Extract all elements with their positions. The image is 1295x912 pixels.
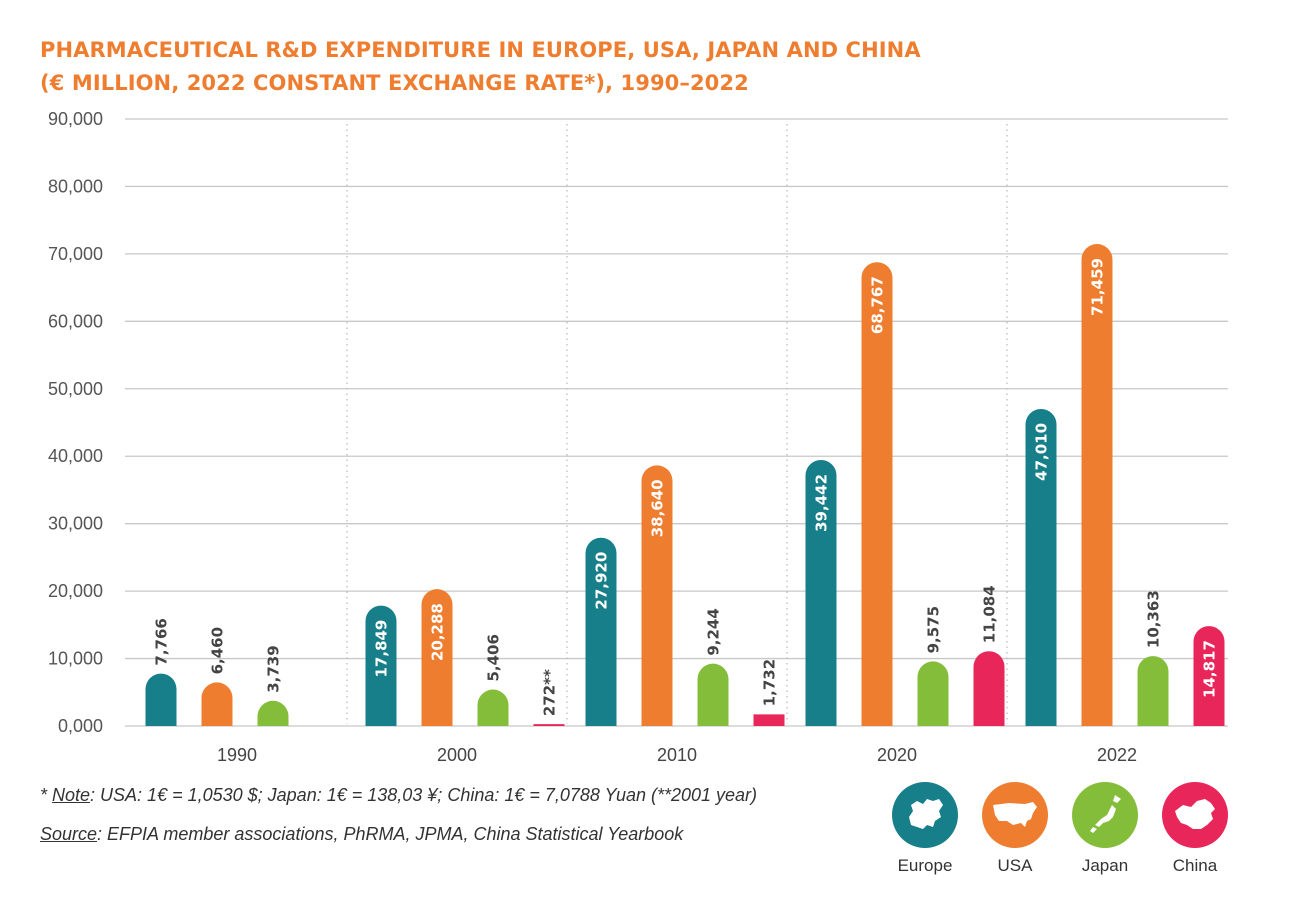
value-label-japan-2000: 5,406 bbox=[485, 634, 503, 681]
bar-japan-2022 bbox=[1137, 656, 1169, 726]
value-label-china-2000: 272** bbox=[541, 669, 559, 716]
chart-legend: Europe USA Japan China bbox=[885, 782, 1245, 882]
value-label-usa-2022: 71,459 bbox=[1089, 258, 1107, 316]
legend-circle-china bbox=[1162, 782, 1228, 848]
value-label-europe-2000: 17,849 bbox=[373, 620, 391, 678]
legend-item-japan: Japan bbox=[1065, 782, 1145, 876]
x-tick-label: 2000 bbox=[437, 745, 477, 765]
x-tick-label: 1990 bbox=[217, 745, 257, 765]
chart-title-line1: PHARMACEUTICAL R&D EXPENDITURE IN EUROPE… bbox=[40, 38, 921, 62]
y-tick-label: 90,000 bbox=[48, 109, 103, 129]
value-label-japan-2022: 10,363 bbox=[1145, 590, 1163, 648]
japan-map-icon bbox=[1090, 795, 1121, 833]
value-label-usa-2000: 20,288 bbox=[429, 603, 447, 661]
y-tick-label: 20,000 bbox=[48, 581, 103, 601]
legend-circle-usa bbox=[982, 782, 1048, 848]
legend-item-europe: Europe bbox=[885, 782, 965, 876]
value-label-usa-1990: 6,460 bbox=[209, 627, 227, 674]
bar-china-2022 bbox=[1193, 626, 1225, 726]
y-tick-label: 30,000 bbox=[48, 514, 103, 534]
bar-europe-2020 bbox=[805, 459, 837, 726]
bar-europe-2022 bbox=[1025, 408, 1057, 726]
bar-usa-2010 bbox=[641, 465, 673, 726]
bar-china-2010 bbox=[753, 714, 785, 726]
x-tick-label: 2010 bbox=[657, 745, 697, 765]
source-note: Source: EFPIA member associations, PhRMA… bbox=[40, 824, 683, 845]
chart-title-line2: (€ MILLION, 2022 CONSTANT EXCHANGE RATE*… bbox=[40, 71, 749, 95]
x-tick-label: 2020 bbox=[877, 745, 917, 765]
bar-china-2020 bbox=[973, 651, 1005, 726]
legend-label-japan: Japan bbox=[1081, 856, 1129, 875]
value-label-china-2022: 14,817 bbox=[1201, 640, 1219, 698]
y-tick-label: 10,000 bbox=[48, 649, 103, 669]
legend-circle-europe bbox=[892, 782, 958, 848]
legend-item-usa: USA bbox=[975, 782, 1055, 876]
y-tick-label: 40,000 bbox=[48, 446, 103, 466]
bar-usa-2000 bbox=[421, 589, 453, 726]
value-label-europe-2020: 39,442 bbox=[813, 474, 831, 532]
bar-europe-2010 bbox=[585, 537, 617, 726]
legend-item-china: China bbox=[1155, 782, 1235, 876]
value-label-europe-2022: 47,010 bbox=[1033, 423, 1051, 481]
value-label-usa-2010: 38,640 bbox=[649, 479, 667, 537]
bar-japan-2020 bbox=[917, 661, 949, 726]
value-label-europe-1990: 7,766 bbox=[153, 618, 171, 665]
legend-label-europe: Europe bbox=[897, 856, 953, 875]
y-tick-label: 70,000 bbox=[48, 244, 103, 264]
bar-usa-2022 bbox=[1081, 244, 1113, 727]
legend-label-usa: USA bbox=[997, 856, 1033, 875]
usa-map-icon bbox=[993, 802, 1037, 827]
bar-china-2000 bbox=[533, 724, 565, 726]
bar-chart: 0,000 10,000 20,000 30,000 40,000 50,000 60,00… bbox=[48, 109, 1228, 765]
europe-map-icon bbox=[909, 799, 943, 829]
exchange-rate-note: * Note: USA: 1€ = 1,0530 $; Japan: 1€ = … bbox=[40, 785, 757, 806]
source-label: Source bbox=[40, 824, 98, 844]
bar-usa-2020 bbox=[861, 262, 893, 726]
value-label-usa-2020: 68,767 bbox=[869, 276, 887, 334]
value-label-china-2020: 11,084 bbox=[981, 585, 999, 643]
bar-usa-1990 bbox=[201, 682, 233, 726]
bar-japan-2000 bbox=[477, 689, 509, 726]
note-prefix: * bbox=[40, 785, 53, 805]
value-label-japan-2020: 9,575 bbox=[925, 606, 943, 653]
bar-japan-2010 bbox=[697, 663, 729, 726]
value-label-japan-2010: 9,244 bbox=[705, 608, 723, 655]
bar-europe-1990 bbox=[145, 673, 177, 726]
value-label-japan-1990: 3,739 bbox=[265, 645, 283, 692]
y-tick-label: 60,000 bbox=[48, 311, 103, 331]
china-map-icon bbox=[1175, 799, 1215, 829]
source-text: : EFPIA member associations, PhRMA, JPMA… bbox=[97, 824, 684, 844]
chart-title: PHARMACEUTICAL R&D EXPENDITURE IN EUROPE… bbox=[40, 34, 921, 100]
x-tick-label: 2022 bbox=[1097, 745, 1137, 765]
y-tick-label: 80,000 bbox=[48, 176, 103, 196]
legend-label-china: China bbox=[1172, 856, 1218, 875]
y-tick-label: 50,000 bbox=[48, 379, 103, 399]
note-text: : USA: 1€ = 1,0530 $; Japan: 1€ = 138,03… bbox=[90, 785, 758, 805]
bar-japan-1990 bbox=[257, 700, 289, 726]
note-label: Note bbox=[52, 785, 91, 805]
bar-europe-2000 bbox=[365, 605, 397, 726]
y-tick-label: 0,000 bbox=[58, 716, 103, 736]
value-label-china-2010: 1,732 bbox=[761, 659, 779, 706]
legend-circle-japan bbox=[1072, 782, 1138, 848]
value-label-europe-2010: 27,920 bbox=[593, 552, 611, 610]
